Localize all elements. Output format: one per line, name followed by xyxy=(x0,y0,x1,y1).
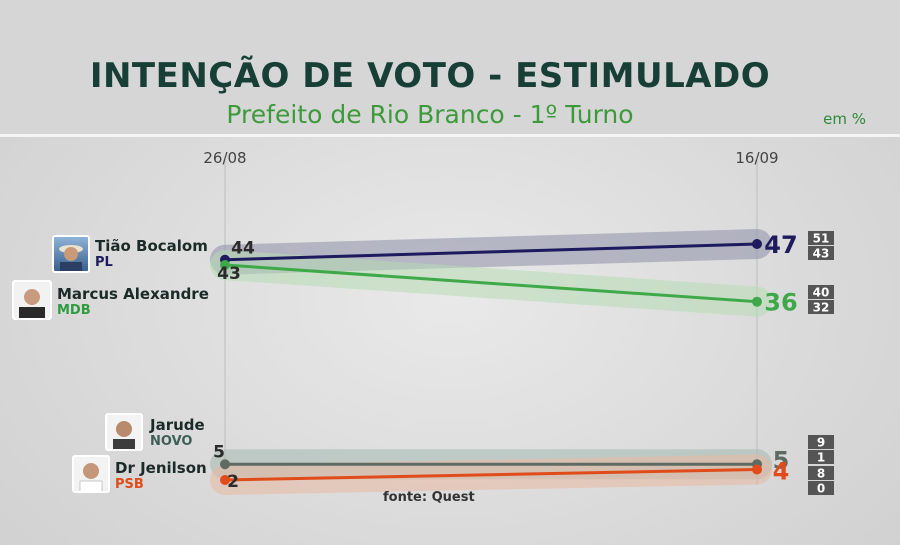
candidate-party: NOVO xyxy=(150,434,193,449)
data-point xyxy=(220,459,230,470)
start-value-label: 2 xyxy=(227,472,239,492)
start-value-label: 5 xyxy=(213,442,225,462)
range-box xyxy=(808,285,834,299)
data-point xyxy=(752,239,762,249)
range-box xyxy=(808,246,834,260)
data-point xyxy=(220,259,230,270)
series-line xyxy=(224,263,758,304)
x-tick-label: 16/09 xyxy=(735,149,778,167)
series-line xyxy=(224,468,758,482)
range-max-label: 40 xyxy=(813,286,830,300)
end-value-label: 47 xyxy=(764,231,797,259)
range-min-label: 43 xyxy=(813,247,830,261)
candidate-party: PSB xyxy=(115,477,144,492)
candidate-name: Marcus Alexandre xyxy=(57,285,209,303)
range-max-label: 9 xyxy=(817,436,825,450)
candidate-party: MDB xyxy=(57,303,91,318)
header-divider xyxy=(0,134,900,137)
candidate-name: Tião Bocalom xyxy=(95,237,208,255)
data-point xyxy=(220,475,230,485)
range-max-label: 8 xyxy=(817,467,825,481)
candidate-name: Dr Jenilson xyxy=(115,459,207,477)
candidate-photo-icon xyxy=(105,413,143,451)
candidate-party: PL xyxy=(95,255,113,270)
range-min-label: 1 xyxy=(817,451,825,465)
range-box xyxy=(808,450,834,464)
end-value-label: 5 xyxy=(773,446,790,474)
end-value-label: 4 xyxy=(773,458,790,486)
range-min-label: 32 xyxy=(813,301,830,315)
end-value-label: 36 xyxy=(764,289,797,317)
start-value-label: 43 xyxy=(217,264,241,284)
candidate-photo-icon xyxy=(72,455,110,493)
data-point xyxy=(752,464,762,475)
range-box xyxy=(808,481,834,495)
candidate-photo-icon xyxy=(52,235,90,273)
header-band xyxy=(0,0,900,135)
range-box xyxy=(808,231,834,245)
source-note: fonte: Quest xyxy=(383,490,475,505)
chart-subtitle: Prefeito de Rio Branco - 1º Turno xyxy=(226,100,634,129)
x-tick-label: 26/08 xyxy=(203,149,246,167)
chart-title: INTENÇÃO DE VOTO - ESTIMULADO xyxy=(89,56,771,96)
unit-label: em % xyxy=(823,110,866,128)
series-line xyxy=(224,242,758,262)
candidate-photo-icon xyxy=(12,280,52,320)
range-box xyxy=(808,435,834,449)
range-box xyxy=(808,300,834,314)
range-box xyxy=(808,466,834,480)
start-value-label: 44 xyxy=(231,239,255,259)
range-max-label: 51 xyxy=(813,232,830,246)
range-min-label: 0 xyxy=(817,482,825,496)
data-point xyxy=(752,296,762,307)
candidate-name: Jarude xyxy=(150,416,205,434)
